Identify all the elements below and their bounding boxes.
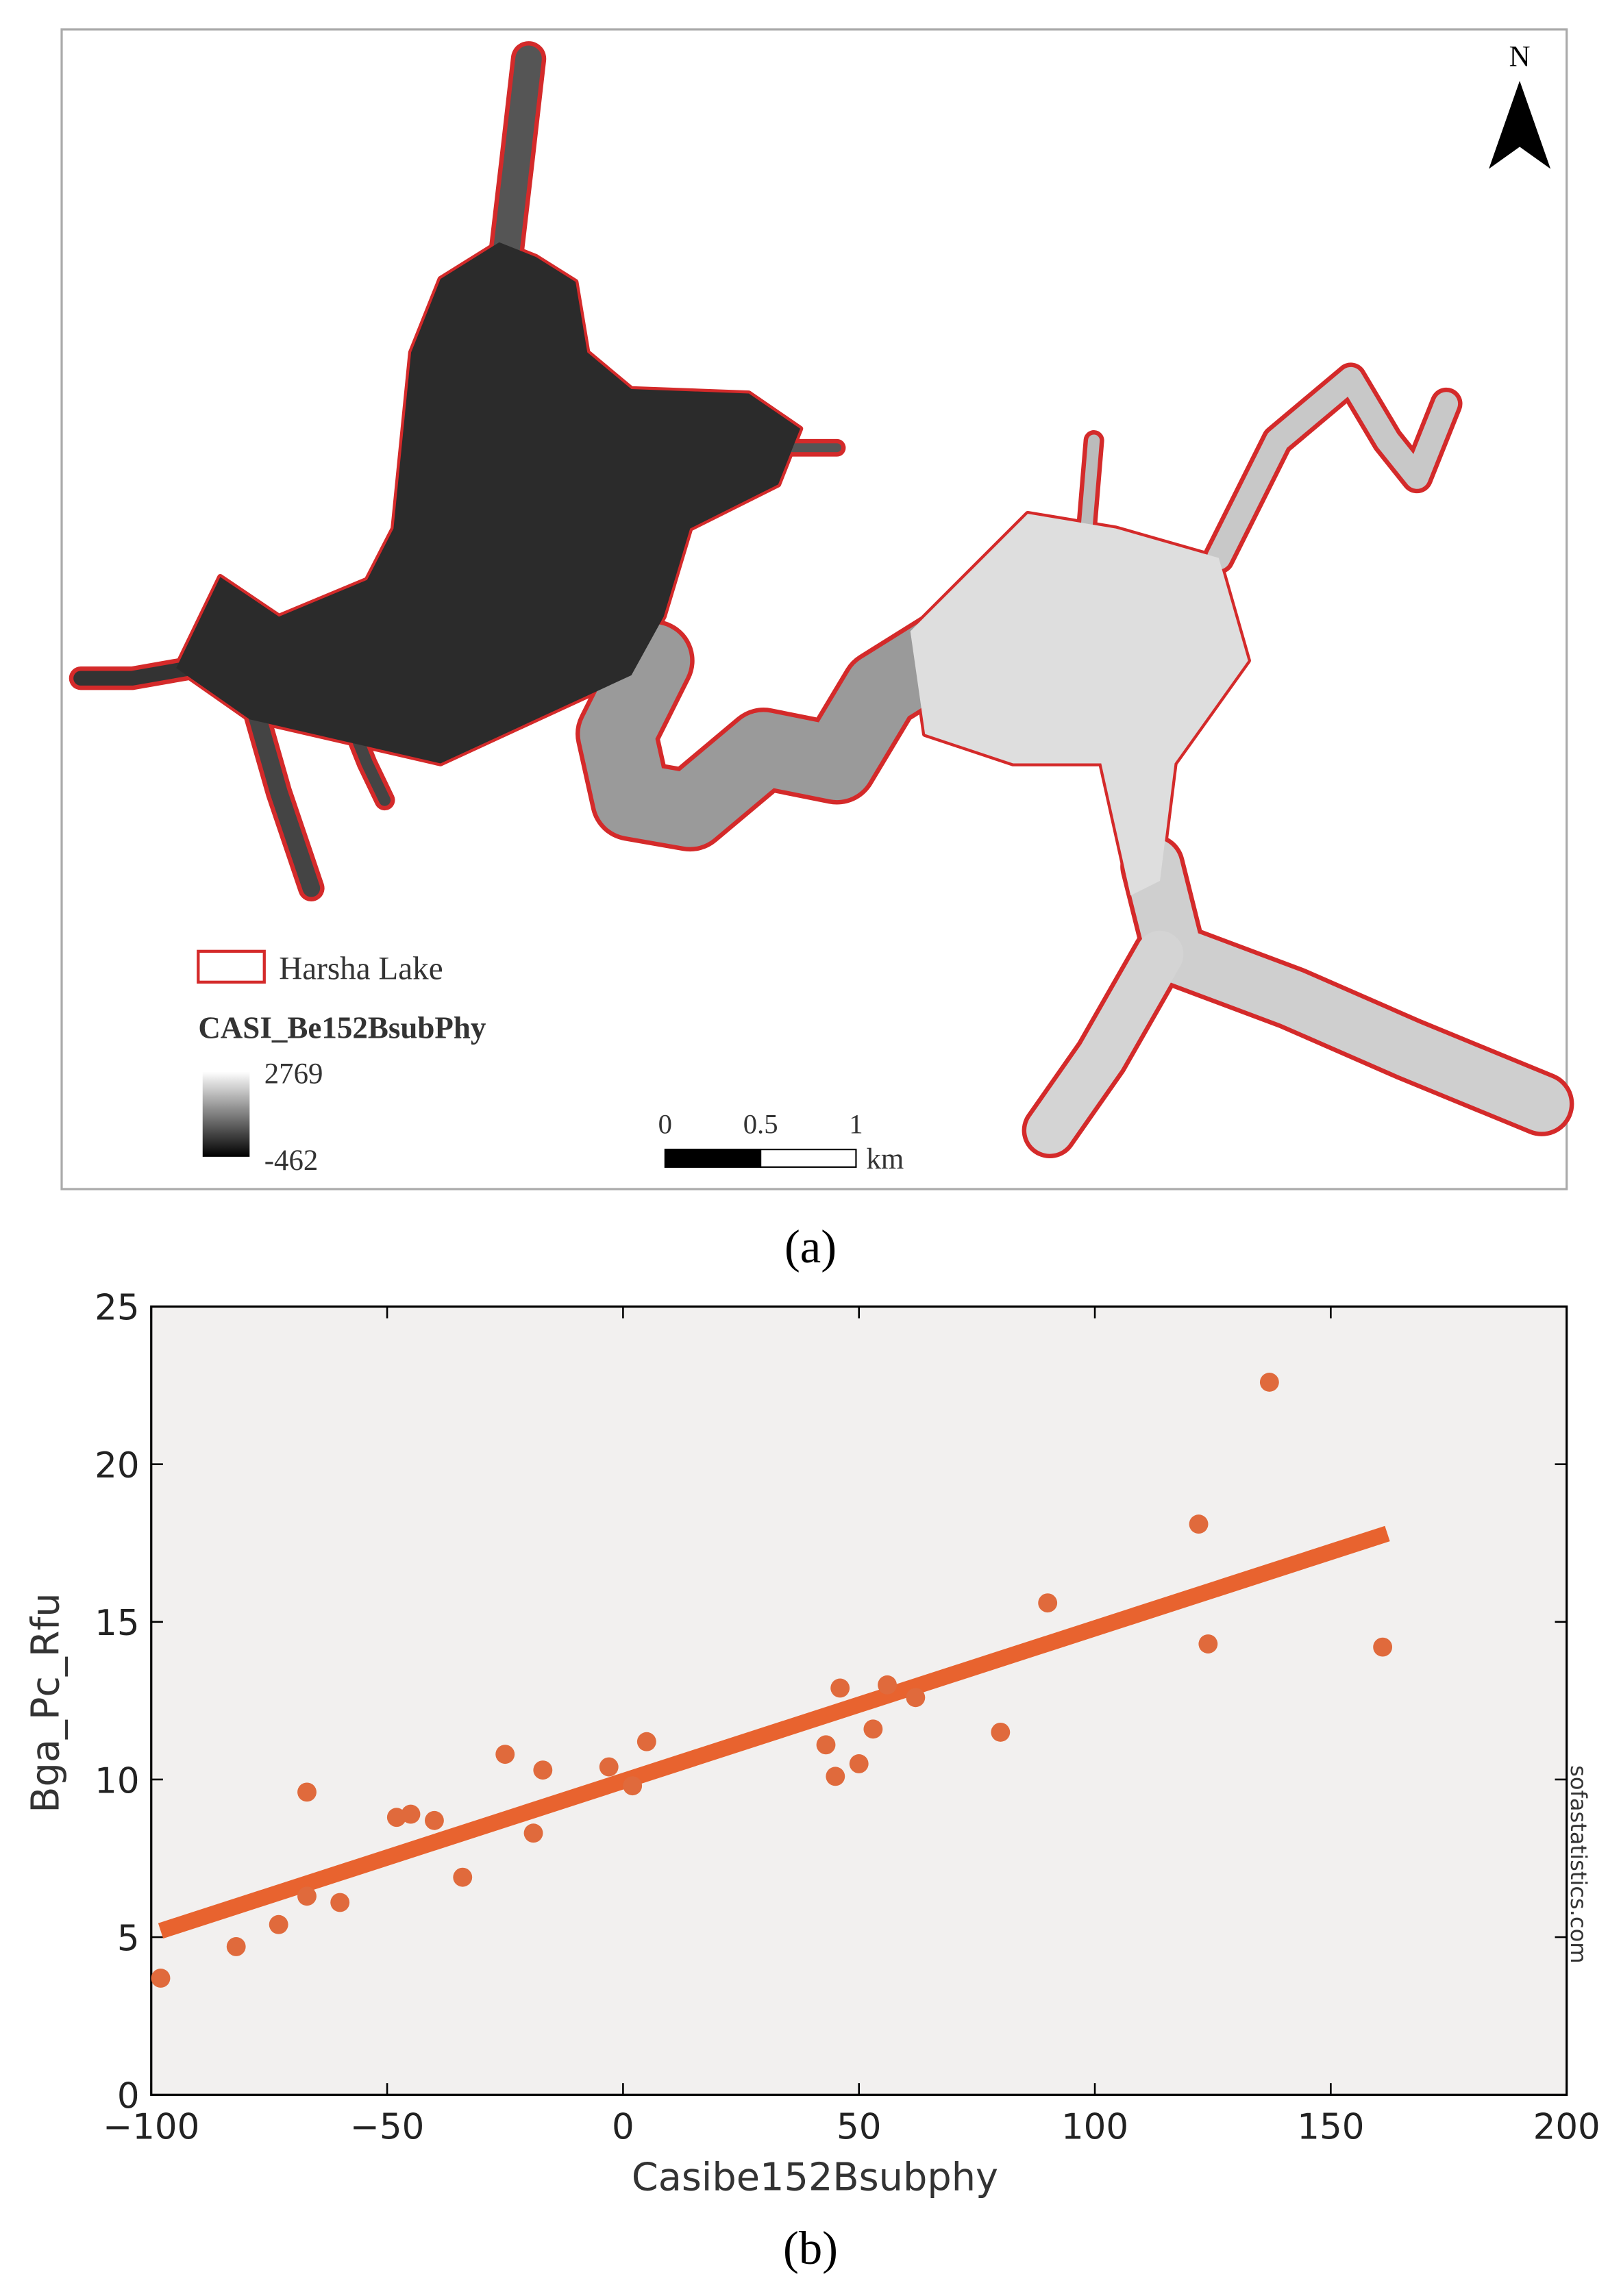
point [1038, 1593, 1058, 1613]
x-axis-label: Casibe152Bsubphy [632, 2156, 998, 2200]
point [906, 1688, 926, 1708]
point [226, 1937, 246, 1956]
point [1259, 1373, 1279, 1392]
point [297, 1782, 317, 1802]
x-tick-label: 200 [1533, 2107, 1600, 2148]
y-axis-label: Bga_Pc_Rfu [24, 1593, 69, 1812]
legend-label: Harsha Lake [279, 951, 443, 987]
point [151, 1969, 171, 1988]
x-tick-label: 0 [612, 2107, 634, 2148]
point [830, 1678, 850, 1698]
point [1198, 1634, 1218, 1654]
point [453, 1867, 473, 1887]
lake [69, 41, 1574, 1159]
x-tick-label: 100 [1061, 2107, 1128, 2148]
point [495, 1745, 515, 1764]
point [297, 1886, 317, 1906]
x-tick-label: −50 [350, 2107, 425, 2148]
x-tick-label: 150 [1297, 2107, 1364, 2148]
trend-line [158, 1525, 1390, 1939]
point [425, 1810, 444, 1830]
caption: (a) [784, 1221, 837, 1273]
legend-swatch [197, 949, 266, 984]
scale-bar: 0 0.5 1km [658, 1109, 904, 1175]
scale-segment [760, 1149, 857, 1168]
point [636, 1732, 656, 1751]
point [523, 1823, 543, 1843]
north-arrow [1489, 80, 1551, 169]
point [826, 1767, 845, 1786]
legend-min: -462 [264, 1145, 319, 1177]
scale-tick-label: 0 [658, 1109, 672, 1140]
point [533, 1760, 553, 1780]
point [623, 1776, 643, 1796]
point [599, 1757, 619, 1777]
scatter-chart: −100 −50 0 50 100 150 200 0 5 10 15 20 25 Casibe152Bs… [24, 1288, 1600, 2200]
point [991, 1722, 1011, 1742]
point [1189, 1514, 1209, 1534]
point [401, 1804, 421, 1824]
point [330, 1893, 350, 1912]
scale-segment [664, 1149, 762, 1168]
legend-layer: CASI_Be152BsubPhy [198, 1010, 486, 1045]
point [1373, 1637, 1393, 1657]
y-tick-label: 5 [117, 1918, 140, 1959]
watermark: sofastatistics.com [1566, 1765, 1592, 1963]
point [816, 1735, 836, 1755]
point [269, 1914, 288, 1934]
y-tick-label: 25 [95, 1288, 139, 1329]
y-tick-label: 10 [95, 1760, 139, 1801]
point [849, 1754, 869, 1773]
y-tick-label: 0 [117, 2076, 140, 2117]
point [863, 1719, 883, 1739]
caption: (b) [783, 2222, 838, 2274]
legend-max: 2769 [264, 1058, 323, 1090]
scale-tick-label: 0.5 [743, 1109, 778, 1140]
legend-ramp [202, 1071, 250, 1157]
y-tick-label: 20 [95, 1445, 139, 1486]
y-tick-label: 15 [95, 1603, 139, 1644]
scale-unit: km [866, 1143, 904, 1175]
north-label: N [1509, 41, 1531, 73]
point [878, 1675, 897, 1695]
x-tick-label: 50 [837, 2107, 881, 2148]
scale-tick-label: 1 [849, 1109, 863, 1140]
plot-frame [150, 1305, 1568, 2096]
x-tick-label: −100 [103, 2107, 199, 2148]
